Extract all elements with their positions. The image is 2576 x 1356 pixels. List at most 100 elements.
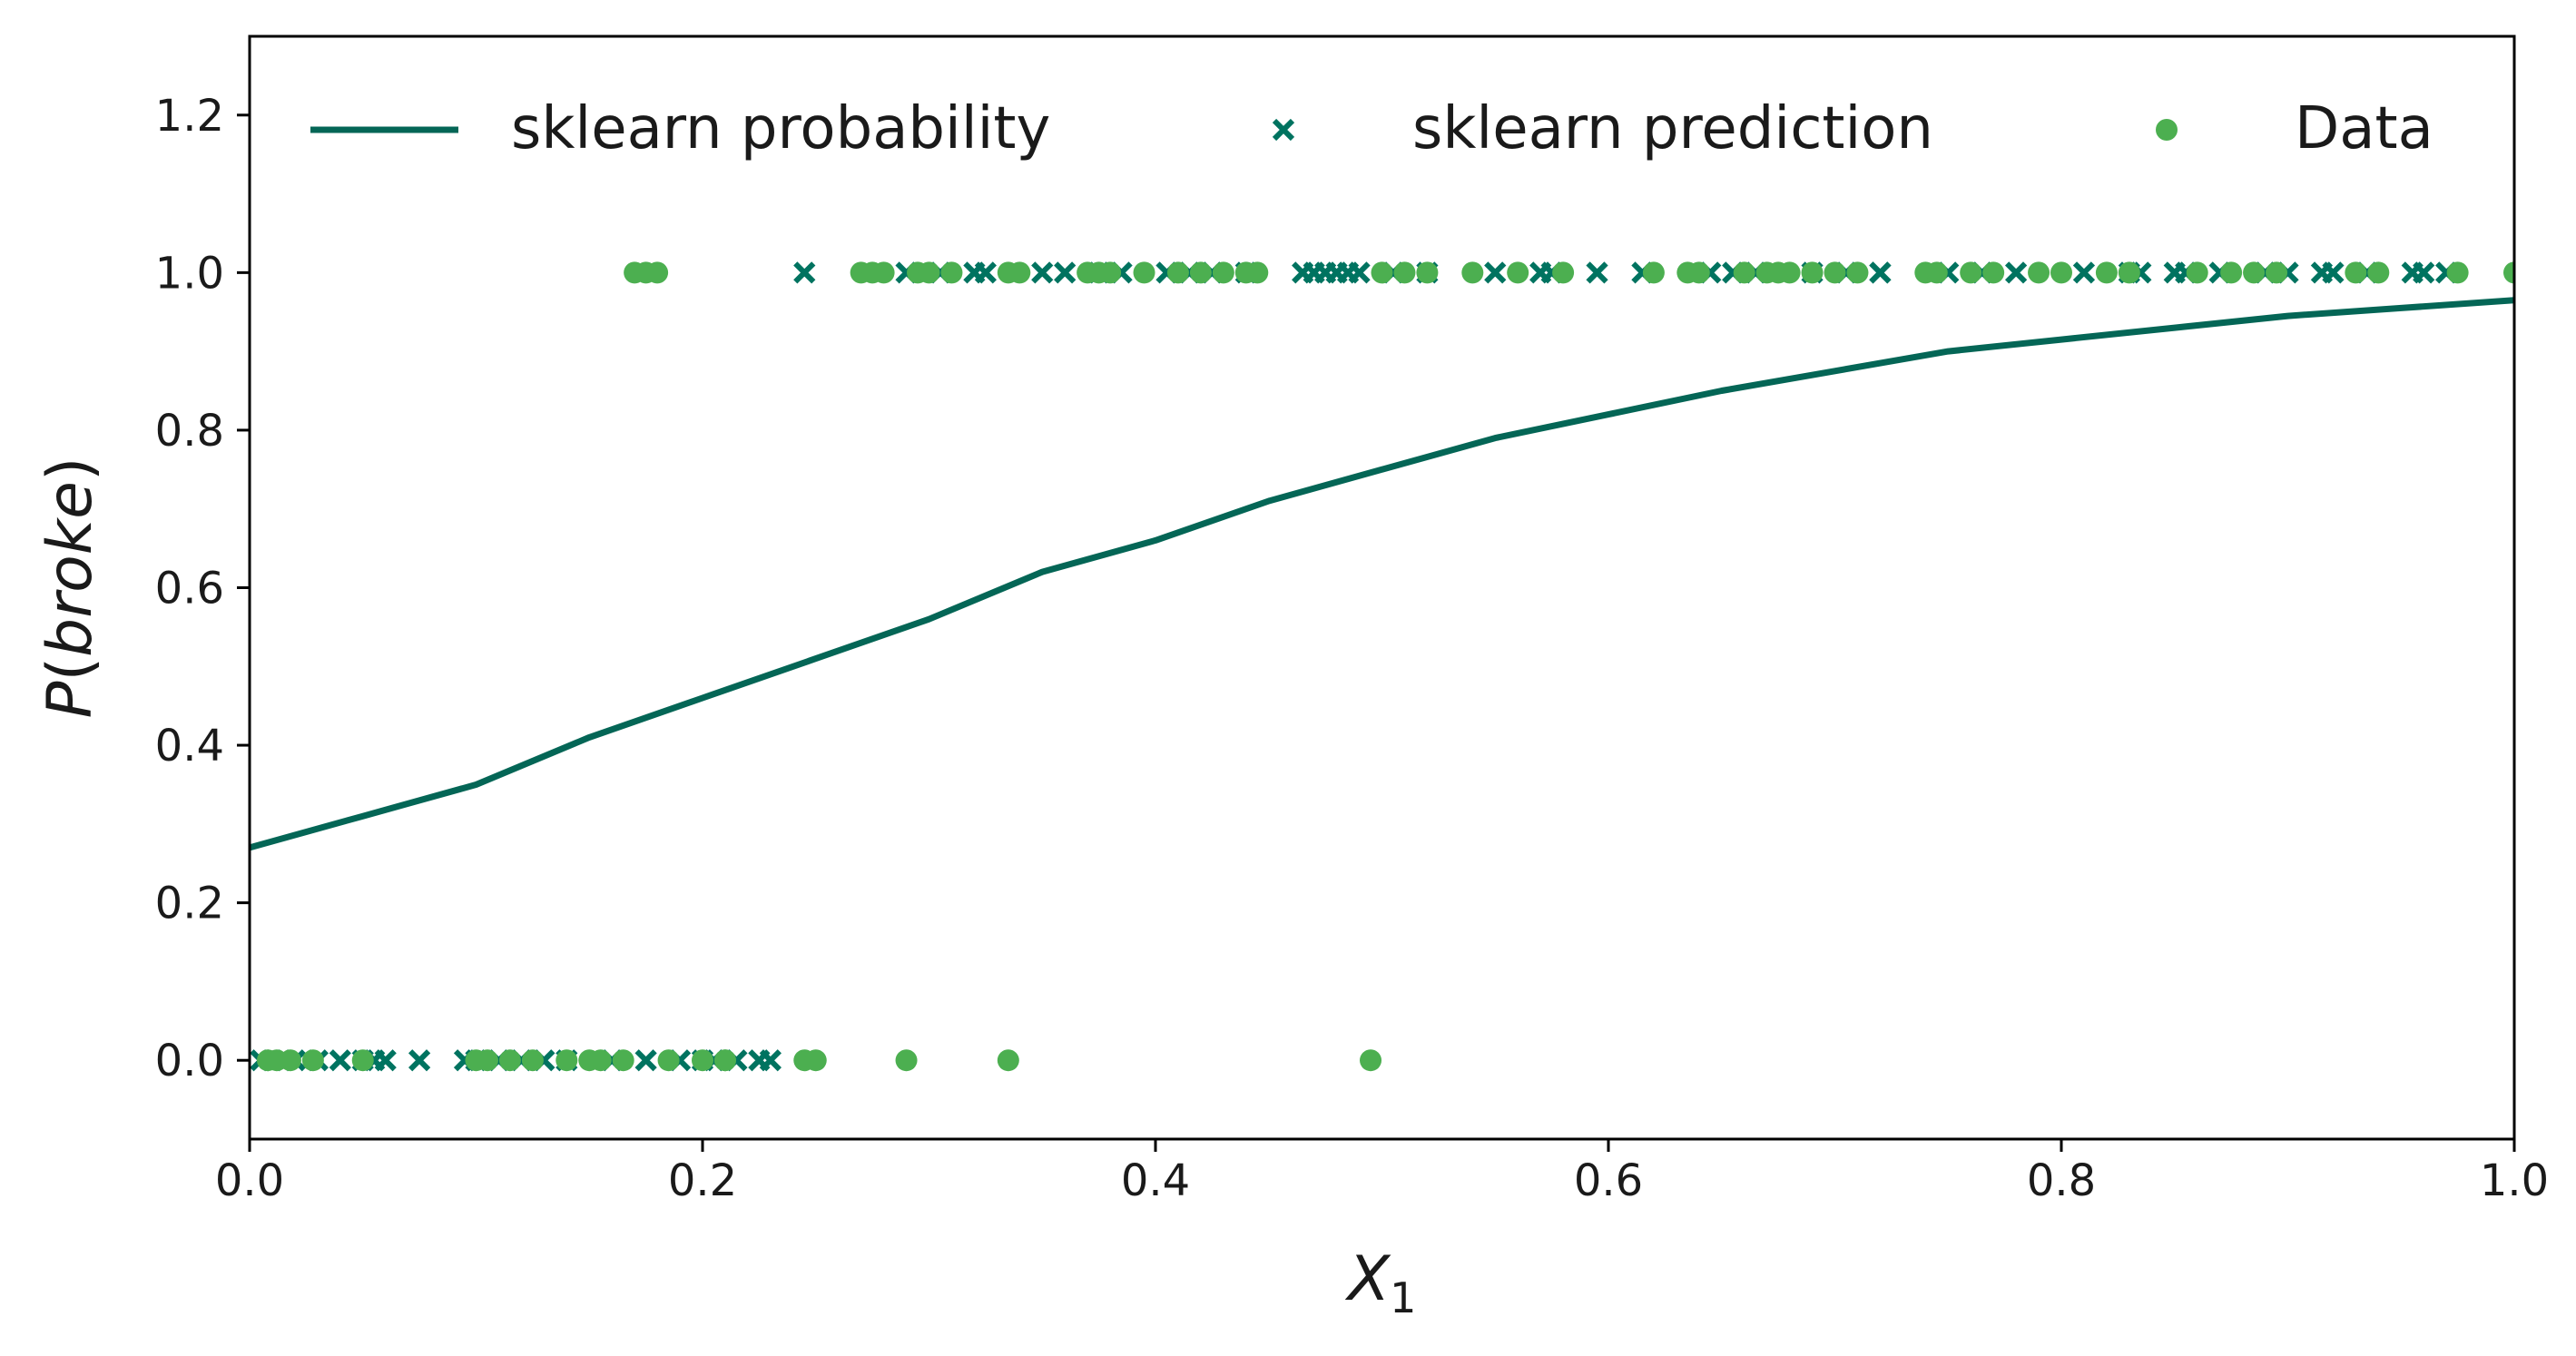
x-axis-label-main: X (1345, 1243, 1391, 1315)
y-tick-label: 0.8 (155, 406, 224, 457)
prediction-marker (974, 261, 998, 284)
data-point (1461, 261, 1484, 284)
data-point (589, 1049, 612, 1072)
data-point (521, 1049, 544, 1072)
x-axis-label: X1 (1345, 1243, 1417, 1322)
data-point (2095, 261, 2118, 284)
data-point (1189, 261, 1212, 284)
data-point (1687, 261, 1710, 284)
data-point (1824, 261, 1846, 284)
prediction-marker (1586, 261, 1608, 284)
prediction-marker (1031, 261, 1054, 284)
axis-labels: X1 P(broke) (34, 457, 1416, 1322)
data-point (351, 1049, 374, 1072)
data-point (1778, 261, 1801, 284)
data-point (2367, 261, 2390, 284)
data-point (2118, 261, 2140, 284)
prediction-marker (1348, 261, 1371, 284)
data-point (2050, 261, 2072, 284)
prediction-marker (1272, 118, 1295, 142)
data-point (646, 261, 669, 284)
prediction-marker (2004, 261, 2028, 284)
x-tick-label: 0.8 (2027, 1155, 2096, 1206)
prediction-marker (2413, 261, 2435, 284)
data-point (804, 1049, 827, 1072)
x-axis-label-subscript: 1 (1390, 1273, 1416, 1322)
legend-dot-swatch (2156, 119, 2178, 141)
y-tick-label: 1.0 (155, 248, 224, 299)
prediction-marker (329, 1049, 351, 1072)
y-tick-label: 0.6 (155, 564, 224, 614)
prediction-marker (1054, 261, 1077, 284)
data-point (657, 1049, 680, 1072)
data-point (2266, 261, 2288, 284)
data-point (1801, 261, 1824, 284)
data-point (2243, 261, 2266, 284)
data-point (498, 1049, 521, 1072)
y-tick-label: 0.2 (155, 879, 224, 929)
axes-frame (248, 34, 2516, 1141)
legend: sklearn probability sklearn prediction Dat… (310, 95, 2433, 162)
data-point (476, 1049, 498, 1072)
y-axis-label-prefix: P( (34, 657, 106, 719)
x-tick-label: 0.4 (1121, 1155, 1190, 1206)
data-point (1960, 261, 1982, 284)
data-point (1099, 261, 1122, 284)
data-point (1507, 261, 1529, 284)
data-point (713, 1049, 736, 1072)
data-point (2345, 261, 2367, 284)
data-point (279, 1049, 301, 1072)
prediction-marker (1869, 261, 1892, 284)
data-point (940, 261, 963, 284)
data-point (2503, 261, 2514, 284)
prediction-marker (374, 1049, 397, 1072)
prediction-marker (1484, 261, 1507, 284)
data-point (1166, 261, 1189, 284)
data-point (918, 261, 940, 284)
probability-curve (250, 297, 2514, 851)
y-axis-label: P(broke) (34, 457, 106, 718)
data-point (1733, 261, 1755, 284)
y-tick-label: 0.4 (155, 721, 224, 771)
data-point (692, 1049, 713, 1072)
data-point (1552, 261, 1575, 284)
data-point (2028, 261, 2050, 284)
data-point (1212, 261, 1234, 284)
y-tick-label: 1.2 (155, 91, 224, 142)
x-tick-label: 1.0 (2480, 1155, 2549, 1206)
y-axis-label-suffix: ) (34, 457, 106, 481)
data-point (872, 261, 895, 284)
prediction-marker (408, 1049, 431, 1072)
data-point (1982, 261, 2005, 284)
y-axis-label-p: P (34, 682, 106, 719)
axes-layer: 0.0 0.2 0.4 0.6 0.8 1.0 0.0 0.2 0.4 0.6 0.8 1.0 1.2 (155, 34, 2549, 1206)
data-point (2186, 261, 2208, 284)
legend-label-prediction: sklearn prediction (1412, 95, 1933, 162)
prediction-marker (793, 261, 816, 284)
prediction-marker (2322, 261, 2345, 284)
data-point (2446, 261, 2469, 284)
y-tick-label: 0.0 (155, 1036, 224, 1086)
legend-label-probability: sklearn probability (511, 95, 1050, 162)
data-point (556, 1049, 578, 1072)
data-point (1642, 261, 1665, 284)
x-tick-label: 0.0 (215, 1155, 284, 1206)
x-tick-label: 0.6 (1574, 1155, 1643, 1206)
plot-area (250, 261, 2514, 1072)
y-axis-label-paren: ( (34, 657, 106, 682)
data-point (1846, 261, 1869, 284)
data-point (997, 1049, 1019, 1072)
x-tick-label: 0.2 (668, 1155, 737, 1206)
data-point (1371, 261, 1393, 284)
data-point (1416, 261, 1439, 284)
data-point (301, 1049, 324, 1072)
data-point (895, 1049, 918, 1072)
prediction-marker (759, 1049, 782, 1072)
data-point (1008, 261, 1031, 284)
legend-label-data: Data (2295, 95, 2433, 162)
data-point (1246, 261, 1269, 284)
prediction-marker (634, 1049, 657, 1072)
data-point (612, 1049, 634, 1072)
